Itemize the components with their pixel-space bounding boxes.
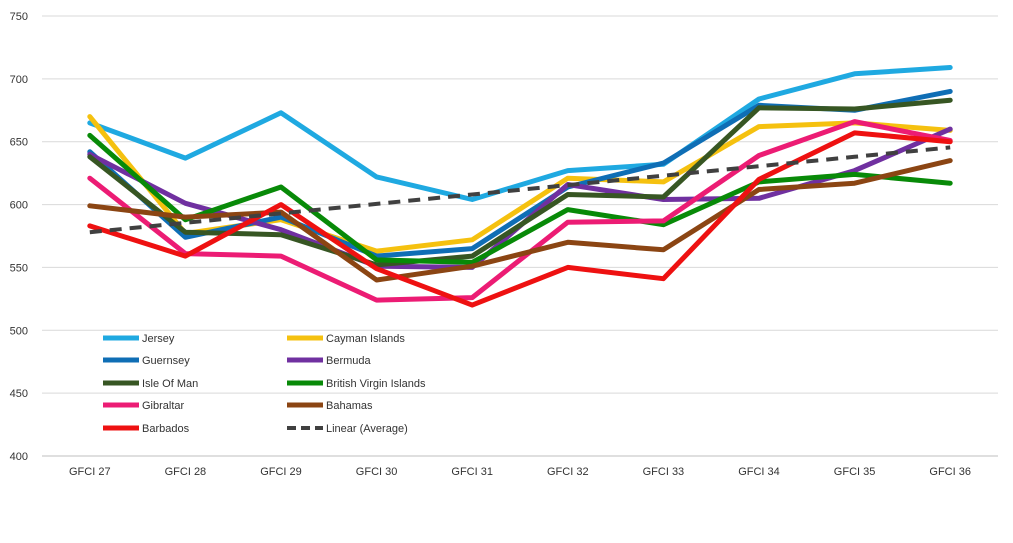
legend-label-bahamas: Bahamas <box>326 400 373 412</box>
series-line-linear-average <box>89 145 951 235</box>
y-tick-label: 450 <box>10 388 28 400</box>
y-tick-label: 400 <box>10 451 28 463</box>
legend: Jersey Cayman Islands Guernsey Bermuda Isle … <box>103 333 426 435</box>
x-tick-label: GFCI 33 <box>643 466 685 478</box>
legend-label-gibraltar: Gibraltar <box>142 400 185 412</box>
y-tick-label: 550 <box>10 262 28 274</box>
x-tick-label: GFCI 32 <box>547 466 589 478</box>
x-tick-label: GFCI 36 <box>929 466 971 478</box>
x-tick-label: GFCI 31 <box>451 466 493 478</box>
series-line-barbados <box>87 130 953 308</box>
series-line-jersey <box>87 65 953 202</box>
gridlines <box>42 15 998 457</box>
legend-label-bermuda: Bermuda <box>326 355 372 367</box>
series-lines <box>87 65 953 308</box>
x-tick-label: GFCI 29 <box>260 466 302 478</box>
x-tick-label: GFCI 27 <box>69 466 111 478</box>
x-tick-label: GFCI 34 <box>738 466 780 478</box>
legend-label-cayman-islands: Cayman Islands <box>326 333 405 345</box>
series-line-gibraltar <box>87 119 953 303</box>
series-line-british-virgin-islands <box>87 132 953 265</box>
series-line-isle-of-man <box>87 97 953 268</box>
legend-label-linear-average: Linear (Average) <box>326 423 408 435</box>
legend-label-isle-of-man: Isle Of Man <box>142 378 198 390</box>
y-tick-label: 500 <box>10 325 28 337</box>
y-axis-tick-labels: 400 450 500 550 600 650 700 750 <box>10 11 28 463</box>
y-tick-label: 700 <box>10 74 28 86</box>
legend-label-jersey: Jersey <box>142 333 175 345</box>
y-tick-label: 600 <box>10 200 28 212</box>
x-tick-label: GFCI 35 <box>834 466 876 478</box>
y-tick-label: 650 <box>10 137 28 149</box>
x-axis-tick-labels: GFCI 27 GFCI 28 GFCI 29 GFCI 30 GFCI 31 GFCI … <box>69 466 971 478</box>
legend-label-guernsey: Guernsey <box>142 355 190 367</box>
series-line-bahamas <box>87 158 953 283</box>
legend-label-british-virgin-islands: British Virgin Islands <box>326 378 426 390</box>
x-tick-label: GFCI 30 <box>356 466 398 478</box>
legend-label-barbados: Barbados <box>142 423 190 435</box>
x-tick-label: GFCI 28 <box>165 466 207 478</box>
y-tick-label: 750 <box>10 11 28 23</box>
